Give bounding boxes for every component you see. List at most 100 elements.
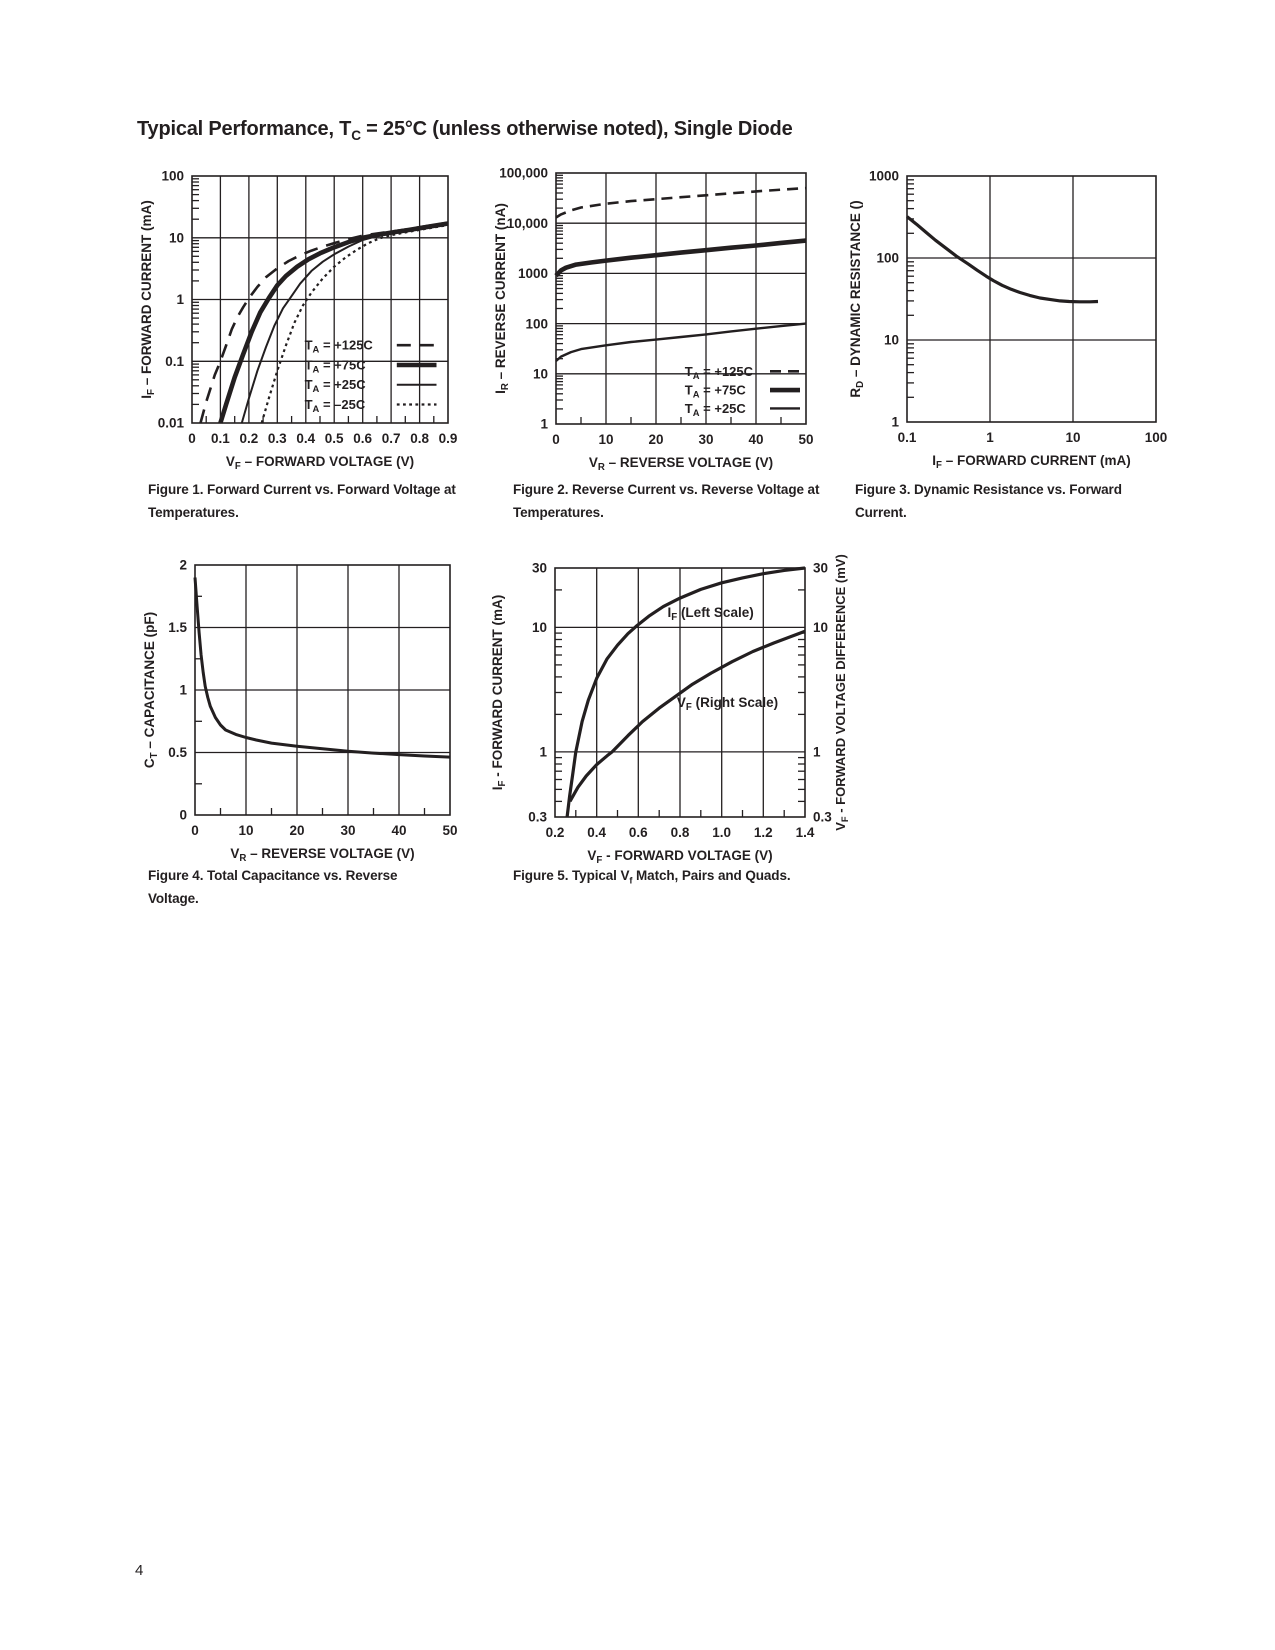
y-tick-label: 0.1 [165, 354, 184, 369]
y-tick-label: 1 [176, 292, 184, 307]
x-tick-label: 0 [188, 431, 196, 446]
y2-tick-label: 1 [813, 745, 821, 760]
y-tick-label: 1 [891, 415, 899, 430]
legend-label: TA = +75C [305, 358, 367, 375]
x-tick-label: 0.1 [898, 430, 917, 445]
legend-label: TA = +75C [685, 383, 747, 400]
x-tick-label: 0 [191, 823, 199, 838]
series-line [260, 224, 449, 424]
y-tick-label: 0.5 [168, 745, 187, 760]
y-tick-label: 10 [533, 367, 548, 382]
x-tick-label: 50 [442, 823, 457, 838]
y-tick-label: 10,000 [507, 216, 548, 231]
x-tick-label: 1.2 [754, 825, 773, 840]
annotation-label: IF (Left Scale) [668, 605, 754, 623]
x-tick-label: 0.8 [410, 431, 429, 446]
x-tick-label: 0.6 [629, 825, 648, 840]
x-tick-label: 0.4 [587, 825, 606, 840]
y-tick-label: 10 [169, 231, 184, 246]
series-line [193, 577, 451, 759]
annotation-label: VF (Right Scale) [677, 695, 778, 713]
y-tick-label: 0.3 [528, 810, 547, 825]
series-line [555, 186, 807, 219]
x-tick-label: 1.0 [712, 825, 731, 840]
y2-tick-label: 0.3 [813, 810, 832, 825]
y-tick-label: 1 [539, 745, 547, 760]
legend-label: TA = –25C [305, 397, 366, 414]
x-tick-label: 0.2 [240, 431, 259, 446]
page-title: Typical Performance, TC = 25°C (unless o… [137, 118, 793, 143]
x-tick-label: 100 [1145, 430, 1168, 445]
plot-border [555, 172, 807, 425]
x-tick-label: 0.4 [296, 431, 315, 446]
y-tick-label: 1 [179, 683, 187, 698]
x-tick-label: 20 [289, 823, 304, 838]
y-tick-label: 1000 [518, 266, 548, 281]
x-tick-label: 0.1 [211, 431, 230, 446]
y-axis-label: IR – REVERSE CURRENT (nA) [493, 203, 511, 394]
y-tick-label: 30 [532, 561, 547, 576]
x-tick-label: 1 [986, 430, 994, 445]
legend-label: TA = +125C [305, 338, 374, 355]
x-tick-label: 0.7 [382, 431, 401, 446]
x-tick-label: 0 [552, 432, 560, 447]
y-tick-label: 1.5 [168, 620, 187, 635]
x-tick-label: 10 [1065, 430, 1080, 445]
series-line [199, 221, 449, 424]
plot-border [554, 567, 806, 818]
figure-5-caption: Figure 5. Typical Vf Match, Pairs and Qu… [513, 868, 791, 886]
plot-border [906, 175, 1157, 423]
legend-label: TA = +25C [305, 377, 367, 394]
x-tick-label: 30 [340, 823, 355, 838]
x-tick-label: 40 [391, 823, 406, 838]
series-line [568, 629, 806, 803]
x-tick-label: 0.5 [325, 431, 344, 446]
figure-4-caption: Figure 4. Total Capacitance vs. Reverse … [148, 868, 398, 906]
page-number: 4 [135, 1562, 144, 1579]
x-tick-label: 10 [238, 823, 253, 838]
y-tick-label: 100,000 [499, 166, 548, 181]
legend-label: TA = +25C [685, 401, 747, 418]
series-line [565, 566, 806, 818]
legend-label: TA = +125C [685, 364, 754, 381]
figure-2-chart: 0 10 20 30 40 50 1 10 100 1000 10,000 100,000 VR – R… [493, 166, 814, 473]
x-axis-label: VR – REVERSE VOLTAGE (V) [230, 846, 414, 864]
figure-1-caption: Figure 1. Forward Current vs. Forward Vo… [148, 482, 456, 520]
y-axis-label: IF - FORWARD CURRENT (mA) [490, 595, 508, 790]
x-axis-label: VF - FORWARD VOLTAGE (V) [587, 848, 772, 866]
x-tick-label: 0.3 [268, 431, 287, 446]
x-axis-label: IF – FORWARD CURRENT (mA) [932, 453, 1130, 471]
figure-4-chart: 0 10 20 30 40 50 0 0.5 1 1.5 2 VR – REVERSE VOLTAGE… [142, 558, 458, 864]
figure-2-caption: Figure 2. Reverse Current vs. Reverse Vo… [513, 482, 820, 520]
x-tick-label: 0.8 [671, 825, 690, 840]
x-tick-label: 0.2 [546, 825, 565, 840]
x-tick-label: 40 [748, 432, 763, 447]
x-tick-label: 50 [798, 432, 813, 447]
y-tick-label: 100 [876, 251, 899, 266]
y-tick-label: 100 [525, 316, 548, 331]
y-tick-label: 0.01 [158, 416, 185, 431]
y-tick-label: 10 [884, 333, 899, 348]
y-tick-label: 10 [532, 620, 547, 635]
figure-3-caption: Figure 3. Dynamic Resistance vs. Forward… [855, 482, 1122, 520]
y-axis-label: CT – CAPACITANCE (pF) [142, 612, 160, 768]
x-axis-label: VF – FORWARD VOLTAGE (V) [226, 454, 414, 472]
x-tick-label: 30 [698, 432, 713, 447]
x-tick-label: 0.9 [439, 431, 458, 446]
y2-tick-label: 10 [813, 620, 828, 635]
plot-border [191, 175, 449, 424]
x-tick-label: 0.6 [353, 431, 372, 446]
x-tick-label: 10 [598, 432, 613, 447]
y-axis-label: RD – DYNAMIC RESISTANCE () [848, 200, 866, 397]
y-tick-label: 2 [179, 558, 187, 573]
x-tick-label: 1.4 [796, 825, 815, 840]
y-tick-label: 1 [540, 417, 548, 432]
y-axis-label: IF – FORWARD CURRENT (mA) [139, 200, 157, 398]
plot-border [194, 564, 451, 816]
series-line [906, 215, 1099, 304]
y2-axis-label: VF - FORWARD VOLTAGE DIFFERENCE (mV) [833, 554, 850, 831]
x-axis-label: VR – REVERSE VOLTAGE (V) [589, 455, 773, 473]
